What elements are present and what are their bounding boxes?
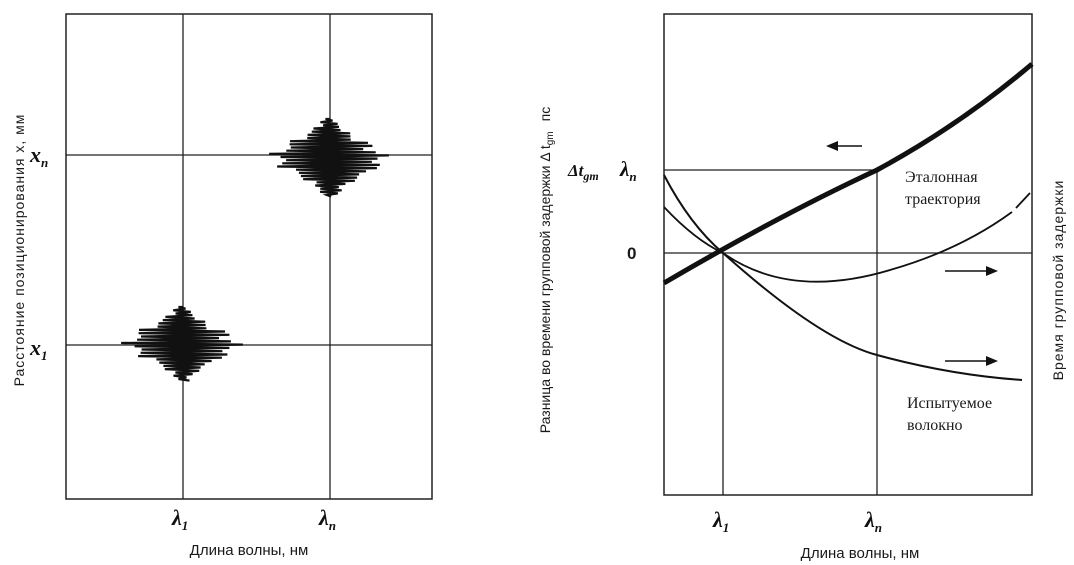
right-y-axis-label-right: Время групповой задержки bbox=[1050, 180, 1066, 381]
left-ytick-x1: x1 bbox=[29, 335, 48, 363]
right-ysymbol-delta-tgm: Δtgm bbox=[567, 161, 599, 183]
right-xtick-lambdan: λn bbox=[864, 507, 882, 535]
left-y-axis-label: Расстояние позиционирования x, мм bbox=[11, 114, 27, 387]
group-delay-difference-curve-dash bbox=[1015, 192, 1031, 209]
wave-packet-path bbox=[269, 117, 389, 198]
group-delay-difference-curve bbox=[663, 206, 1013, 283]
interferogram-lambda1 bbox=[121, 305, 243, 382]
arrow-right-icon bbox=[945, 356, 998, 366]
interferogram-lambdan bbox=[269, 117, 389, 198]
test-fiber-label: Испытуемое bbox=[907, 395, 992, 412]
left-xtick-lambdan: λn bbox=[318, 505, 336, 533]
test-fiber-label-line2: волокно bbox=[907, 417, 963, 434]
left-xtick-lambda1: λ1 bbox=[171, 505, 188, 533]
left-plot-frame bbox=[65, 13, 433, 500]
right-x-axis-label: Длина волны, нм bbox=[801, 545, 920, 562]
right-zero-label: 0 bbox=[627, 244, 636, 263]
test-fiber-curve bbox=[663, 174, 1023, 381]
wave-packet-path bbox=[121, 305, 243, 382]
right-plot-frame bbox=[663, 13, 1033, 496]
arrow-left-icon bbox=[826, 141, 862, 151]
left-x-axis-label: Длина волны, нм bbox=[190, 542, 309, 559]
left-panel: xn x1 λ1 λn Длина волны, нм Расстояние п… bbox=[11, 13, 433, 559]
left-ytick-xn: xn bbox=[29, 142, 48, 170]
right-panel: Δtgm λn 0 λ1 λn Эталонная траектория Исп… bbox=[537, 13, 1066, 562]
right-xtick-lambda1: λ1 bbox=[712, 507, 729, 535]
reference-trajectory-label-line2: траектория bbox=[905, 191, 981, 208]
arrow-right-icon bbox=[945, 266, 998, 276]
reference-trajectory-curve bbox=[662, 62, 1034, 286]
right-ysymbol-lambdan: λn bbox=[619, 157, 637, 184]
reference-trajectory-label: Эталонная bbox=[905, 169, 978, 186]
right-y-axis-label-left: Разница во времени групповой задержки Δ … bbox=[537, 107, 556, 433]
